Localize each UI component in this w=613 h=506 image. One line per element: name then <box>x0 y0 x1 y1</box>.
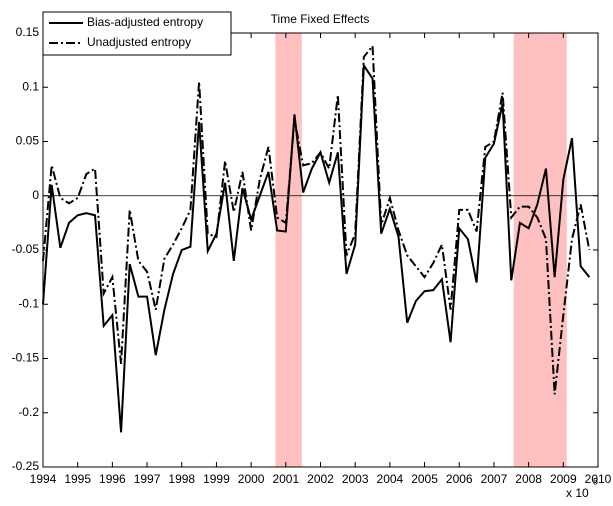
x-tick-label: 2000 <box>238 472 265 486</box>
x-tick-label: 2002 <box>307 472 334 486</box>
y-tick-label: 0.1 <box>22 79 39 93</box>
x-tick-label: 2006 <box>446 472 473 486</box>
legend-label: Unadjusted entropy <box>87 35 191 49</box>
series-line <box>42 43 591 395</box>
x-tick-label: 1996 <box>99 472 126 486</box>
y-tick-label: 0 <box>32 188 39 202</box>
x-tick-label: 2001 <box>272 472 299 486</box>
x-tick-label: 1998 <box>168 472 195 486</box>
shaded-region <box>513 33 567 467</box>
x-tick-label: 2003 <box>342 472 369 486</box>
y-tick-label: 0.05 <box>16 134 40 148</box>
shaded-region <box>275 33 302 467</box>
x-tick-label: 1997 <box>134 472 161 486</box>
legend: Bias-adjusted entropy Unadjusted entropy <box>42 11 232 56</box>
x-tick-label: 2010 <box>585 472 612 486</box>
y-tick-label: -0.15 <box>12 351 40 365</box>
x-tick-label: 1999 <box>203 472 230 486</box>
y-tick-label: -0.25 <box>12 459 40 473</box>
chart-title: Time Fixed Effects <box>271 12 370 26</box>
y-tick-label: -0.05 <box>12 242 40 256</box>
x-tick-label: 2005 <box>411 472 438 486</box>
x-tick-label: 1994 <box>30 472 57 486</box>
x-tick-label: 2008 <box>515 472 542 486</box>
series-line <box>42 62 591 433</box>
x-tick-label: 2009 <box>550 472 577 486</box>
axis-multiplier-exponent: 5 <box>593 476 598 486</box>
y-tick-label: -0.1 <box>18 296 39 310</box>
x-tick-label: 1995 <box>64 472 91 486</box>
x-tick-label: 2004 <box>377 472 404 486</box>
x-tick-label: 2007 <box>481 472 508 486</box>
y-tick-label: -0.2 <box>18 405 39 419</box>
y-tick-label: 0.15 <box>16 25 40 39</box>
axis-multiplier: x 10 <box>566 486 589 500</box>
legend-label: Bias-adjusted entropy <box>87 15 203 29</box>
legend-box <box>42 11 232 56</box>
